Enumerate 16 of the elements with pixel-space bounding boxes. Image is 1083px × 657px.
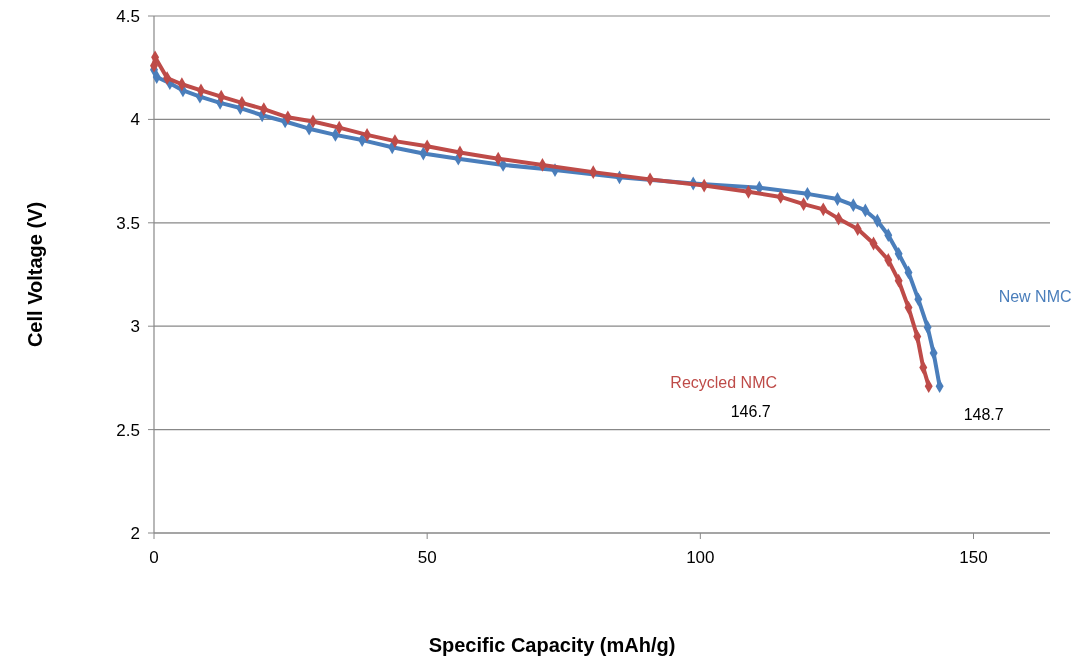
text: Recycled NMC	[670, 373, 778, 391]
y-tick-label: 3.5	[116, 213, 140, 233]
x-tick-label: 100	[686, 548, 715, 567]
text: New NMC	[998, 287, 1072, 305]
y-tick-label: 2	[130, 523, 140, 543]
x-tick-label: 50	[417, 548, 437, 567]
y-tick-label: 2.5	[116, 420, 140, 440]
y-tick-label: 4	[130, 110, 140, 130]
y-tick-label: 4.5	[116, 6, 140, 26]
annotation: 148.7	[963, 405, 1004, 423]
annotation: 146.7	[730, 402, 771, 420]
y-tick-label: 3	[130, 317, 140, 337]
x-tick-label: 150	[959, 548, 988, 567]
x-axis-title: Specific Capacity (mAh/g)	[428, 634, 676, 656]
x-tick-label: 0	[149, 548, 159, 567]
y-axis-title: Cell Voltage (V)	[24, 201, 46, 348]
